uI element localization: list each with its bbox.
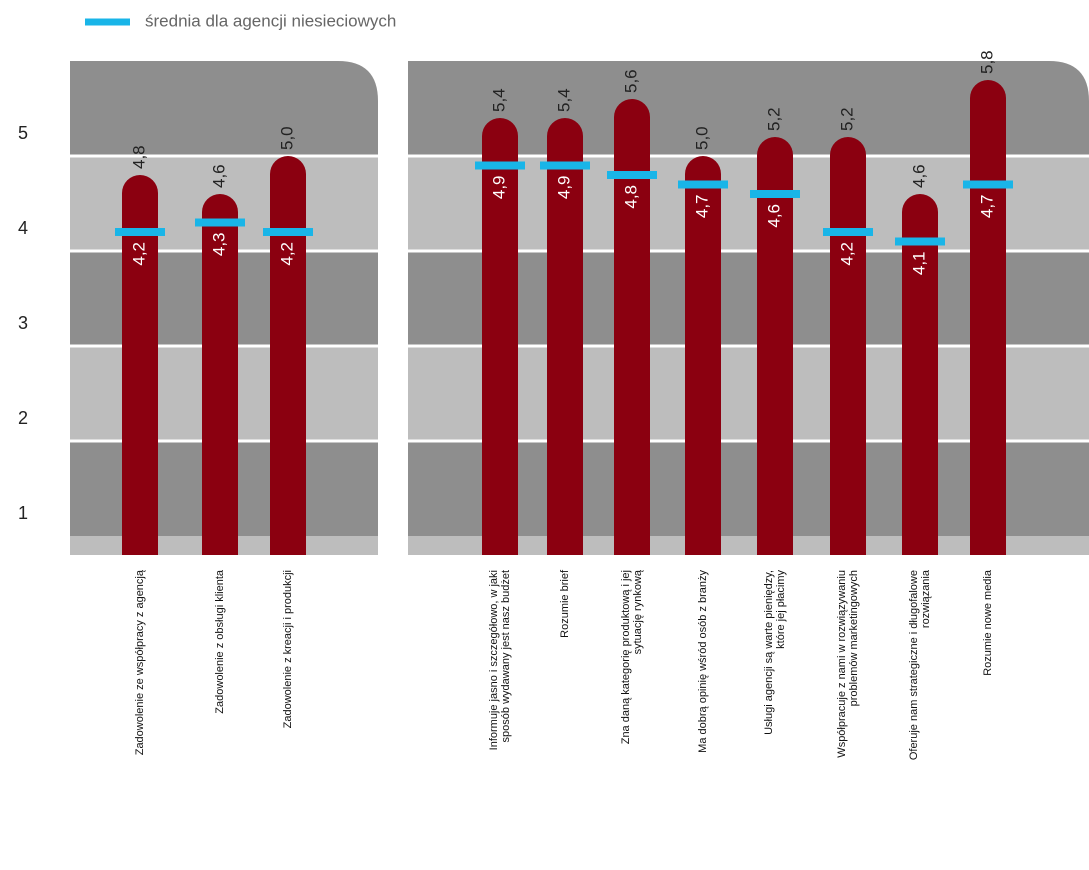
y-tick-label: 4	[18, 218, 28, 238]
value-label: 5,4	[554, 88, 573, 112]
average-label: 4,3	[209, 233, 228, 257]
legend-label: średnia dla agencji niesieciowych	[145, 11, 396, 30]
x-tick-label: Współpracuje z nami w rozwiązywaniuprobl…	[836, 570, 860, 758]
value-label: 5,2	[837, 107, 856, 131]
bar	[202, 194, 238, 555]
value-label: 4,6	[909, 164, 928, 188]
average-label: 4,2	[129, 242, 148, 266]
bar	[270, 156, 306, 555]
average-label: 4,6	[764, 204, 783, 228]
x-tick-label: Ma dobrą opinię wśród osób z branży	[697, 570, 709, 753]
bar	[482, 118, 518, 555]
bar	[757, 137, 793, 555]
y-tick-label: 3	[18, 313, 28, 333]
average-label: 4,7	[692, 195, 711, 219]
value-label: 4,8	[129, 145, 148, 169]
band	[70, 61, 378, 156]
value-label: 5,4	[489, 88, 508, 112]
bar	[547, 118, 583, 555]
average-label: 4,9	[554, 176, 573, 200]
average-label: 4,7	[977, 195, 996, 219]
value-label: 5,0	[277, 126, 296, 150]
average-label: 4,1	[909, 252, 928, 276]
value-label: 5,8	[977, 50, 996, 74]
y-tick-label: 2	[18, 408, 28, 428]
y-tick-label: 5	[18, 123, 28, 143]
average-label: 4,2	[277, 242, 296, 266]
average-label: 4,2	[837, 242, 856, 266]
average-label: 4,9	[489, 176, 508, 200]
bar	[830, 137, 866, 555]
x-tick-label: Zna daną kategorię produktową i jejsytua…	[620, 569, 644, 744]
bar	[970, 80, 1006, 555]
value-label: 5,0	[692, 126, 711, 150]
x-tick-label: Zadowolenie z obsługi klienta	[214, 569, 226, 714]
x-tick-label: Rozumie nowe media	[982, 569, 994, 676]
x-tick-label: Zadowolenie ze współpracy z agencją	[134, 569, 146, 755]
value-label: 5,2	[764, 107, 783, 131]
bar	[902, 194, 938, 555]
x-tick-label: Rozumie brief	[559, 569, 571, 638]
x-tick-label: Informuje jasno i szczegółowo, w jakispo…	[488, 570, 512, 750]
x-tick-label: Oferuje nam strategiczne i długofalowero…	[908, 569, 932, 760]
value-label: 5,6	[621, 69, 640, 93]
x-tick-label: Zadowolenie z kreacji i produkcji	[282, 570, 294, 728]
y-tick-label: 1	[18, 503, 28, 523]
bar	[685, 156, 721, 555]
value-label: 4,6	[209, 164, 228, 188]
bar	[122, 175, 158, 555]
x-tick-label: Usługi agencji są warte pieniędzy,które …	[763, 570, 787, 735]
bar	[614, 99, 650, 555]
average-label: 4,8	[621, 185, 640, 209]
